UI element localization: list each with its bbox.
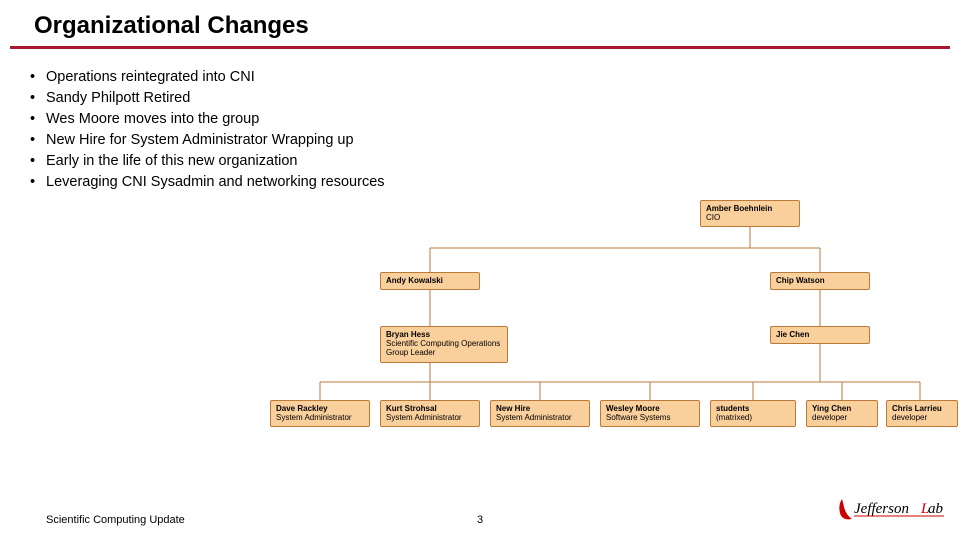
org-node-name: Dave Rackley: [276, 404, 364, 413]
org-node-dave: Dave RackleySystem Administrator: [270, 400, 370, 427]
org-node-name: Jie Chen: [776, 330, 864, 339]
org-node-name: Bryan Hess: [386, 330, 502, 339]
page-title: Organizational Changes: [34, 12, 960, 40]
org-node-ying: Ying Chendeveloper: [806, 400, 878, 427]
org-node-name: students: [716, 404, 790, 413]
org-node-role: System Administrator: [276, 413, 364, 422]
page-number: 3: [477, 514, 483, 526]
org-node-name: Ying Chen: [812, 404, 872, 413]
org-node-jie: Jie Chen: [770, 326, 870, 344]
footer-text: Scientific Computing Update: [46, 514, 185, 526]
org-node-role: System Administrator: [386, 413, 474, 422]
org-node-kurt: Kurt StrohsalSystem Administrator: [380, 400, 480, 427]
org-node-andy: Andy Kowalski: [380, 272, 480, 290]
org-node-name: Wesley Moore: [606, 404, 694, 413]
jefferson-lab-logo: Jefferson L ab: [834, 495, 944, 532]
list-item: Leveraging CNI Sysadmin and networking r…: [26, 172, 960, 193]
list-item: New Hire for System Administrator Wrappi…: [26, 130, 960, 151]
svg-text:Jefferson: Jefferson: [854, 501, 909, 517]
org-node-role: CIO: [706, 213, 794, 222]
org-node-name: New Hire: [496, 404, 584, 413]
org-node-name: Chip Watson: [776, 276, 864, 285]
org-node-role: Scientific Computing Operations Group Le…: [386, 339, 502, 357]
org-node-name: Amber Boehnlein: [706, 204, 794, 213]
bullet-list: Operations reintegrated into CNI Sandy P…: [26, 67, 960, 193]
org-node-role: Software Systems: [606, 413, 694, 422]
org-node-name: Kurt Strohsal: [386, 404, 474, 413]
org-node-bryan: Bryan HessScientific Computing Operation…: [380, 326, 508, 363]
list-item: Early in the life of this new organizati…: [26, 151, 960, 172]
org-node-chris: Chris Larrieudeveloper: [886, 400, 958, 427]
title-rule: [10, 46, 950, 49]
org-node-role: developer: [892, 413, 952, 422]
org-node-hire: New HireSystem Administrator: [490, 400, 590, 427]
org-node-stud: students(matrixed): [710, 400, 796, 427]
org-node-role: (matrixed): [716, 413, 790, 422]
org-node-chip: Chip Watson: [770, 272, 870, 290]
org-node-root: Amber BoehnleinCIO: [700, 200, 800, 227]
org-node-wes: Wesley MooreSoftware Systems: [600, 400, 700, 427]
list-item: Operations reintegrated into CNI: [26, 67, 960, 88]
list-item: Wes Moore moves into the group: [26, 109, 960, 130]
org-node-name: Chris Larrieu: [892, 404, 952, 413]
org-node-name: Andy Kowalski: [386, 276, 474, 285]
svg-text:ab: ab: [928, 501, 944, 517]
org-node-role: System Administrator: [496, 413, 584, 422]
org-node-role: developer: [812, 413, 872, 422]
list-item: Sandy Philpott Retired: [26, 88, 960, 109]
